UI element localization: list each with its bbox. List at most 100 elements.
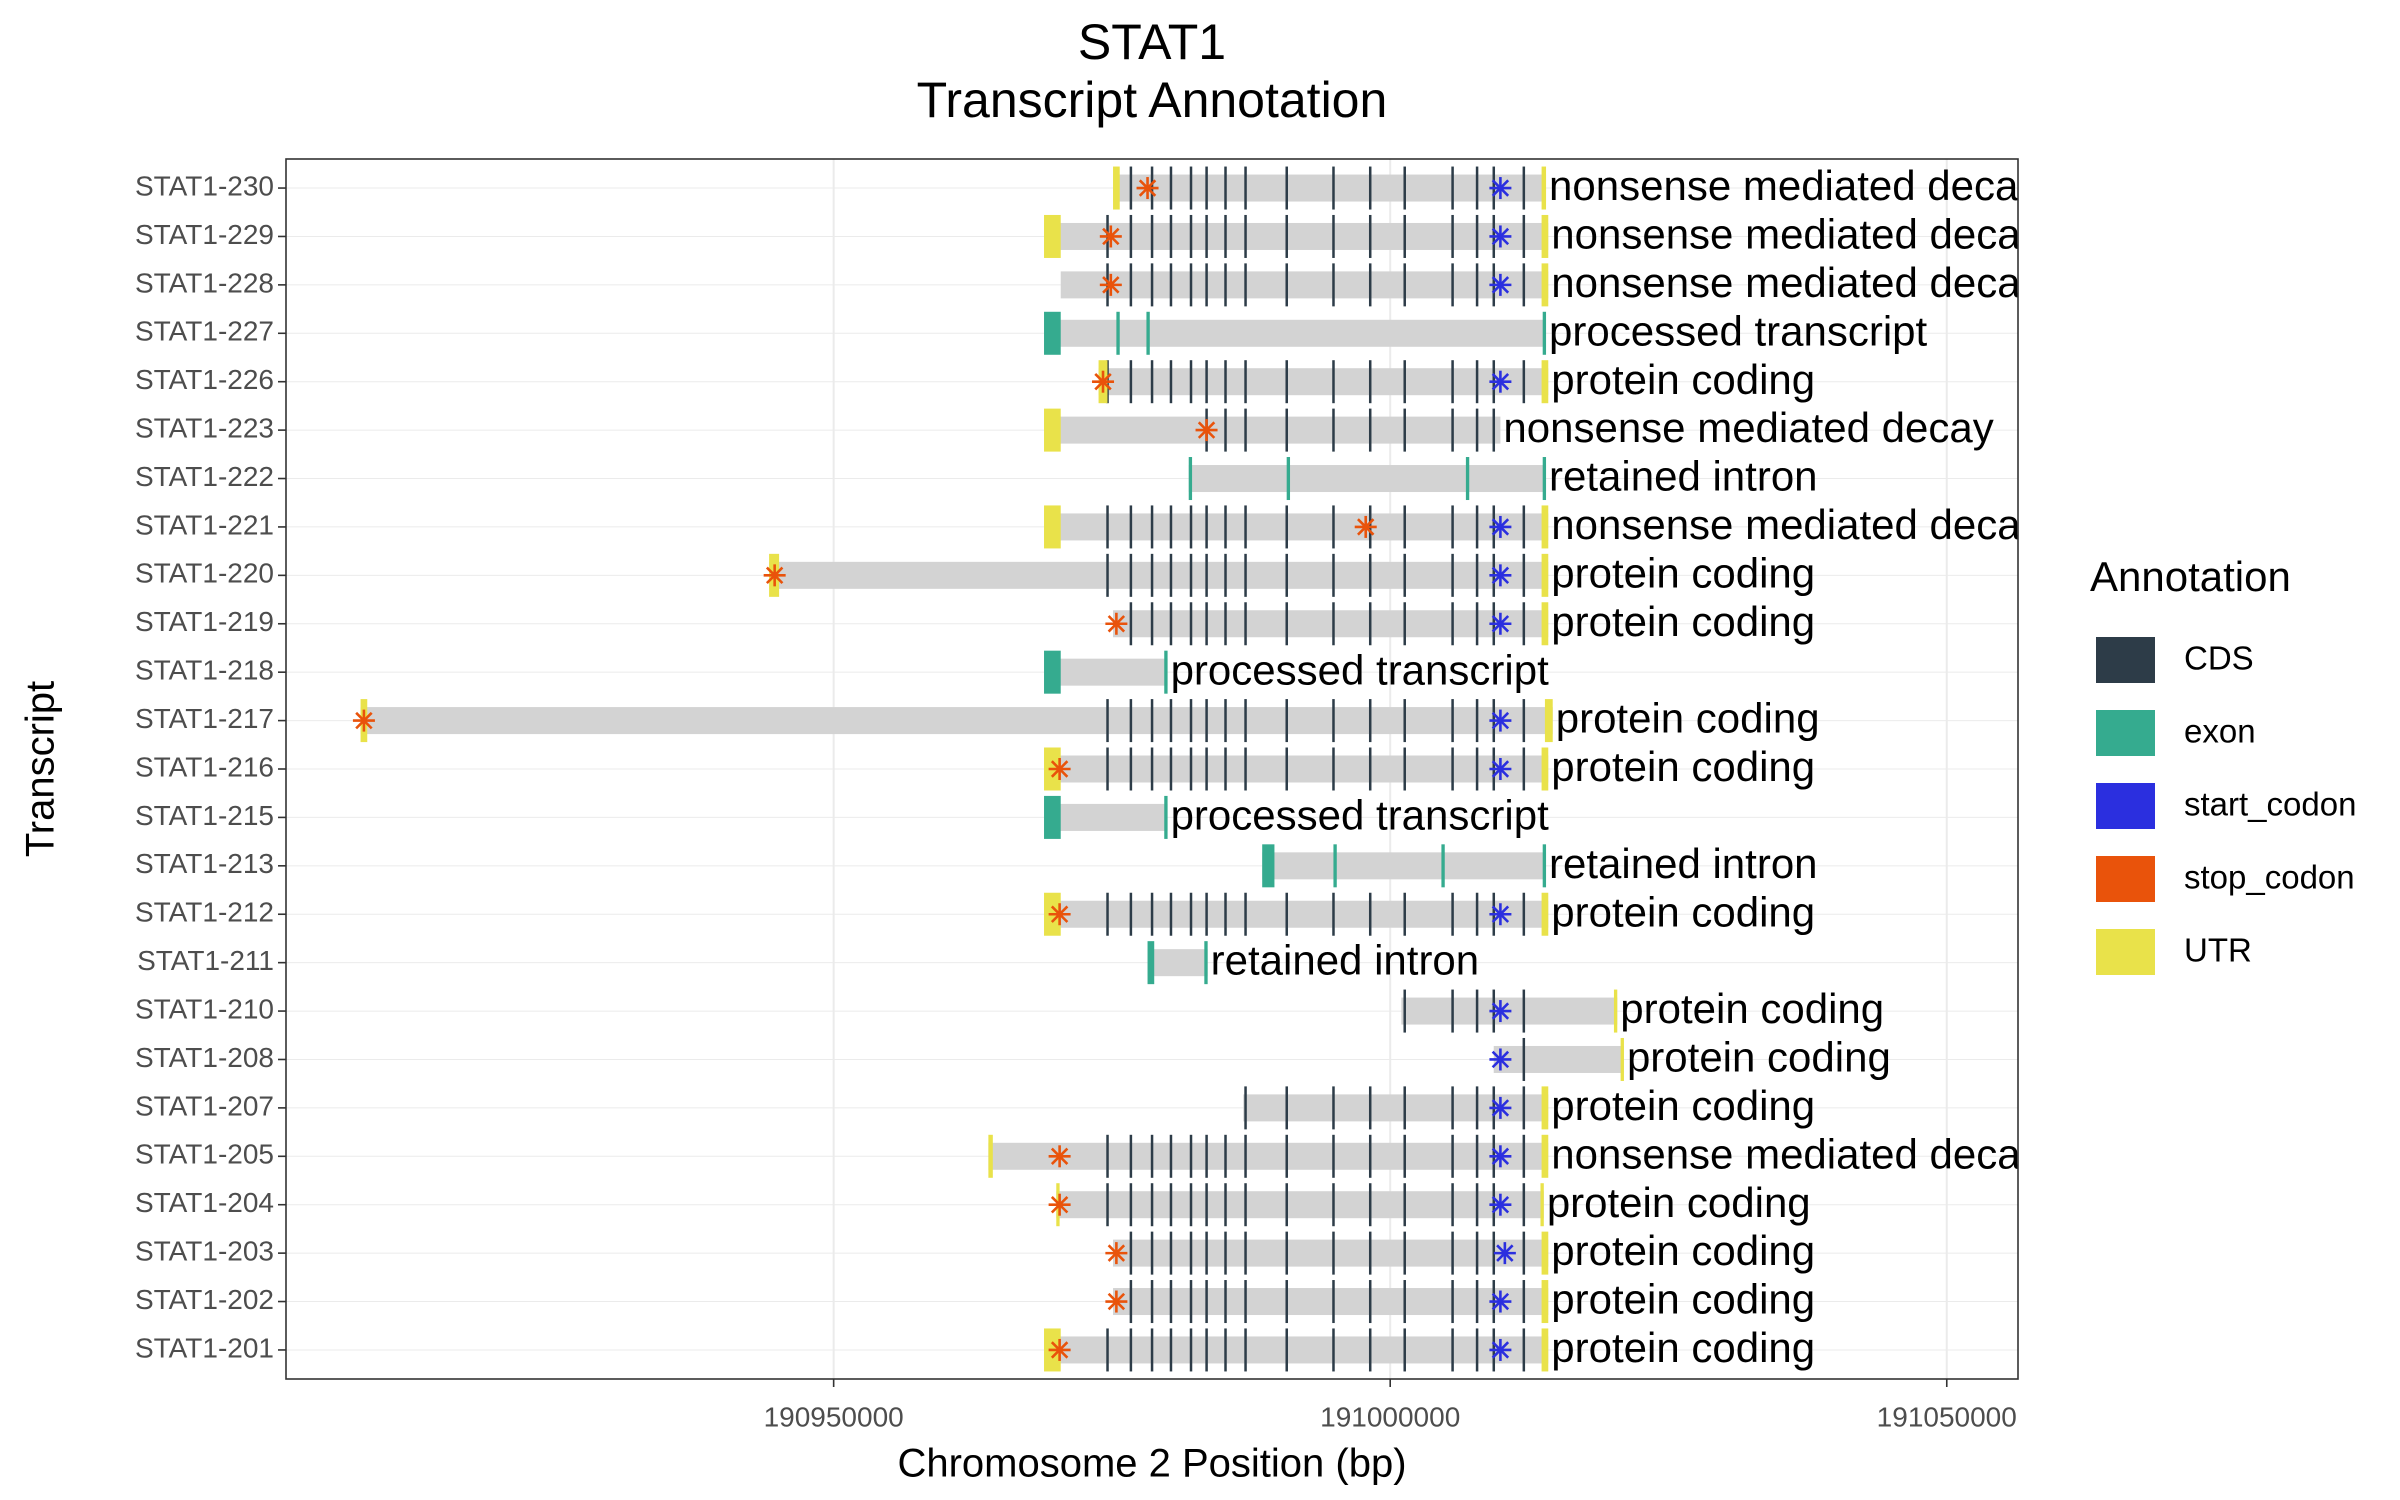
cds: [1368, 360, 1372, 404]
codon-marker: [1105, 1290, 1128, 1313]
exon: [1146, 311, 1150, 355]
cds: [1492, 408, 1496, 452]
codon-marker: [1489, 1290, 1512, 1313]
biotype-label: protein coding: [1551, 1324, 1815, 1371]
cds: [1129, 214, 1133, 258]
cds: [1285, 1134, 1288, 1178]
cds: [1368, 1280, 1372, 1324]
cds: [1368, 892, 1372, 936]
codon-stroke: [1491, 905, 1510, 923]
cds: [1106, 553, 1109, 597]
y-tick-label: STAT1-229: [135, 219, 274, 250]
cds: [1451, 1328, 1454, 1372]
cds: [1451, 166, 1454, 210]
transcript-bar: [1113, 1288, 1549, 1316]
cds: [1224, 166, 1227, 210]
cds: [1224, 699, 1227, 743]
cds: [1522, 1086, 1526, 1130]
cds: [1244, 360, 1247, 404]
codon-stroke: [1050, 905, 1069, 923]
cds: [1451, 408, 1454, 452]
codon-stroke: [1050, 1341, 1069, 1359]
cds: [1332, 747, 1335, 791]
transcript-bar: [1188, 465, 1547, 493]
utr: [1540, 1183, 1544, 1227]
codon-marker: [1489, 1096, 1512, 1119]
transcript-bar: [1113, 610, 1549, 638]
codon-marker: [1489, 225, 1512, 248]
cds: [1451, 699, 1454, 743]
cds: [1106, 505, 1109, 549]
biotype-label: nonsense mediated decay: [1551, 1130, 2041, 1177]
cds: [1205, 1134, 1208, 1178]
cds: [1150, 263, 1154, 307]
cds: [1106, 1328, 1109, 1372]
y-tick-label: STAT1-202: [135, 1284, 274, 1315]
chart-subtitle: Transcript Annotation: [917, 72, 1388, 128]
cds: [1224, 505, 1227, 549]
cds: [1205, 747, 1208, 791]
biotype-label: nonsense mediated decay: [1549, 162, 2039, 209]
utr: [1541, 747, 1549, 791]
cds: [1224, 1183, 1227, 1227]
cds: [1169, 1231, 1173, 1275]
exon: [1044, 311, 1061, 355]
cds: [1451, 747, 1454, 791]
y-tick-label: STAT1-204: [135, 1187, 274, 1218]
cds: [1244, 892, 1247, 936]
cds: [1150, 214, 1154, 258]
cds: [1150, 602, 1154, 646]
cds: [1285, 602, 1288, 646]
codon-stroke: [1491, 1292, 1510, 1311]
biotype-label: retained intron: [1211, 937, 1480, 984]
exon: [1044, 795, 1061, 839]
utr: [1541, 1280, 1549, 1324]
cds: [1451, 553, 1454, 597]
exon: [1441, 844, 1445, 888]
codon-stroke: [1197, 421, 1216, 439]
cds: [1332, 1280, 1335, 1324]
cds: [1451, 214, 1454, 258]
cds: [1205, 360, 1208, 404]
codon-marker: [1048, 1193, 1071, 1216]
y-tick-label: STAT1-211: [137, 945, 274, 976]
cds: [1224, 1134, 1227, 1178]
legend-label: start_codon: [2184, 786, 2356, 823]
cds: [1285, 263, 1288, 307]
codon-stroke: [1102, 227, 1120, 246]
cds: [1403, 505, 1406, 549]
codon-stroke: [1491, 276, 1510, 294]
cds: [1475, 166, 1479, 210]
utr: [1541, 1231, 1549, 1275]
cds: [1475, 1280, 1479, 1324]
codon-stroke: [1050, 1147, 1069, 1165]
cds: [1189, 1231, 1193, 1275]
cds: [1403, 1183, 1406, 1227]
codon-marker: [1099, 225, 1122, 248]
cds: [1106, 892, 1109, 936]
cds: [1205, 1231, 1208, 1275]
cds: [1403, 166, 1406, 210]
codon-marker: [1489, 370, 1512, 393]
cds: [1189, 747, 1193, 791]
cds: [1332, 1086, 1335, 1130]
codon-marker: [1136, 177, 1159, 200]
cds: [1451, 263, 1454, 307]
cds: [1129, 747, 1133, 791]
cds: [1150, 1134, 1154, 1178]
codon-stroke: [1491, 518, 1510, 536]
transcript-bar: [1044, 658, 1168, 686]
codon-stroke: [1491, 227, 1510, 246]
biotype-label: protein coding: [1551, 1227, 1815, 1274]
transcript-bar: [1493, 1045, 1624, 1073]
codon-marker: [1048, 758, 1071, 780]
biotype-label: protein coding: [1551, 356, 1815, 403]
transcript-bar: [1044, 222, 1549, 250]
cds: [1368, 602, 1372, 646]
cds: [1368, 1183, 1372, 1227]
cds: [1189, 1183, 1193, 1227]
legend-label: UTR: [2184, 932, 2252, 969]
cds: [1451, 1280, 1454, 1324]
cds: [1475, 1134, 1479, 1178]
